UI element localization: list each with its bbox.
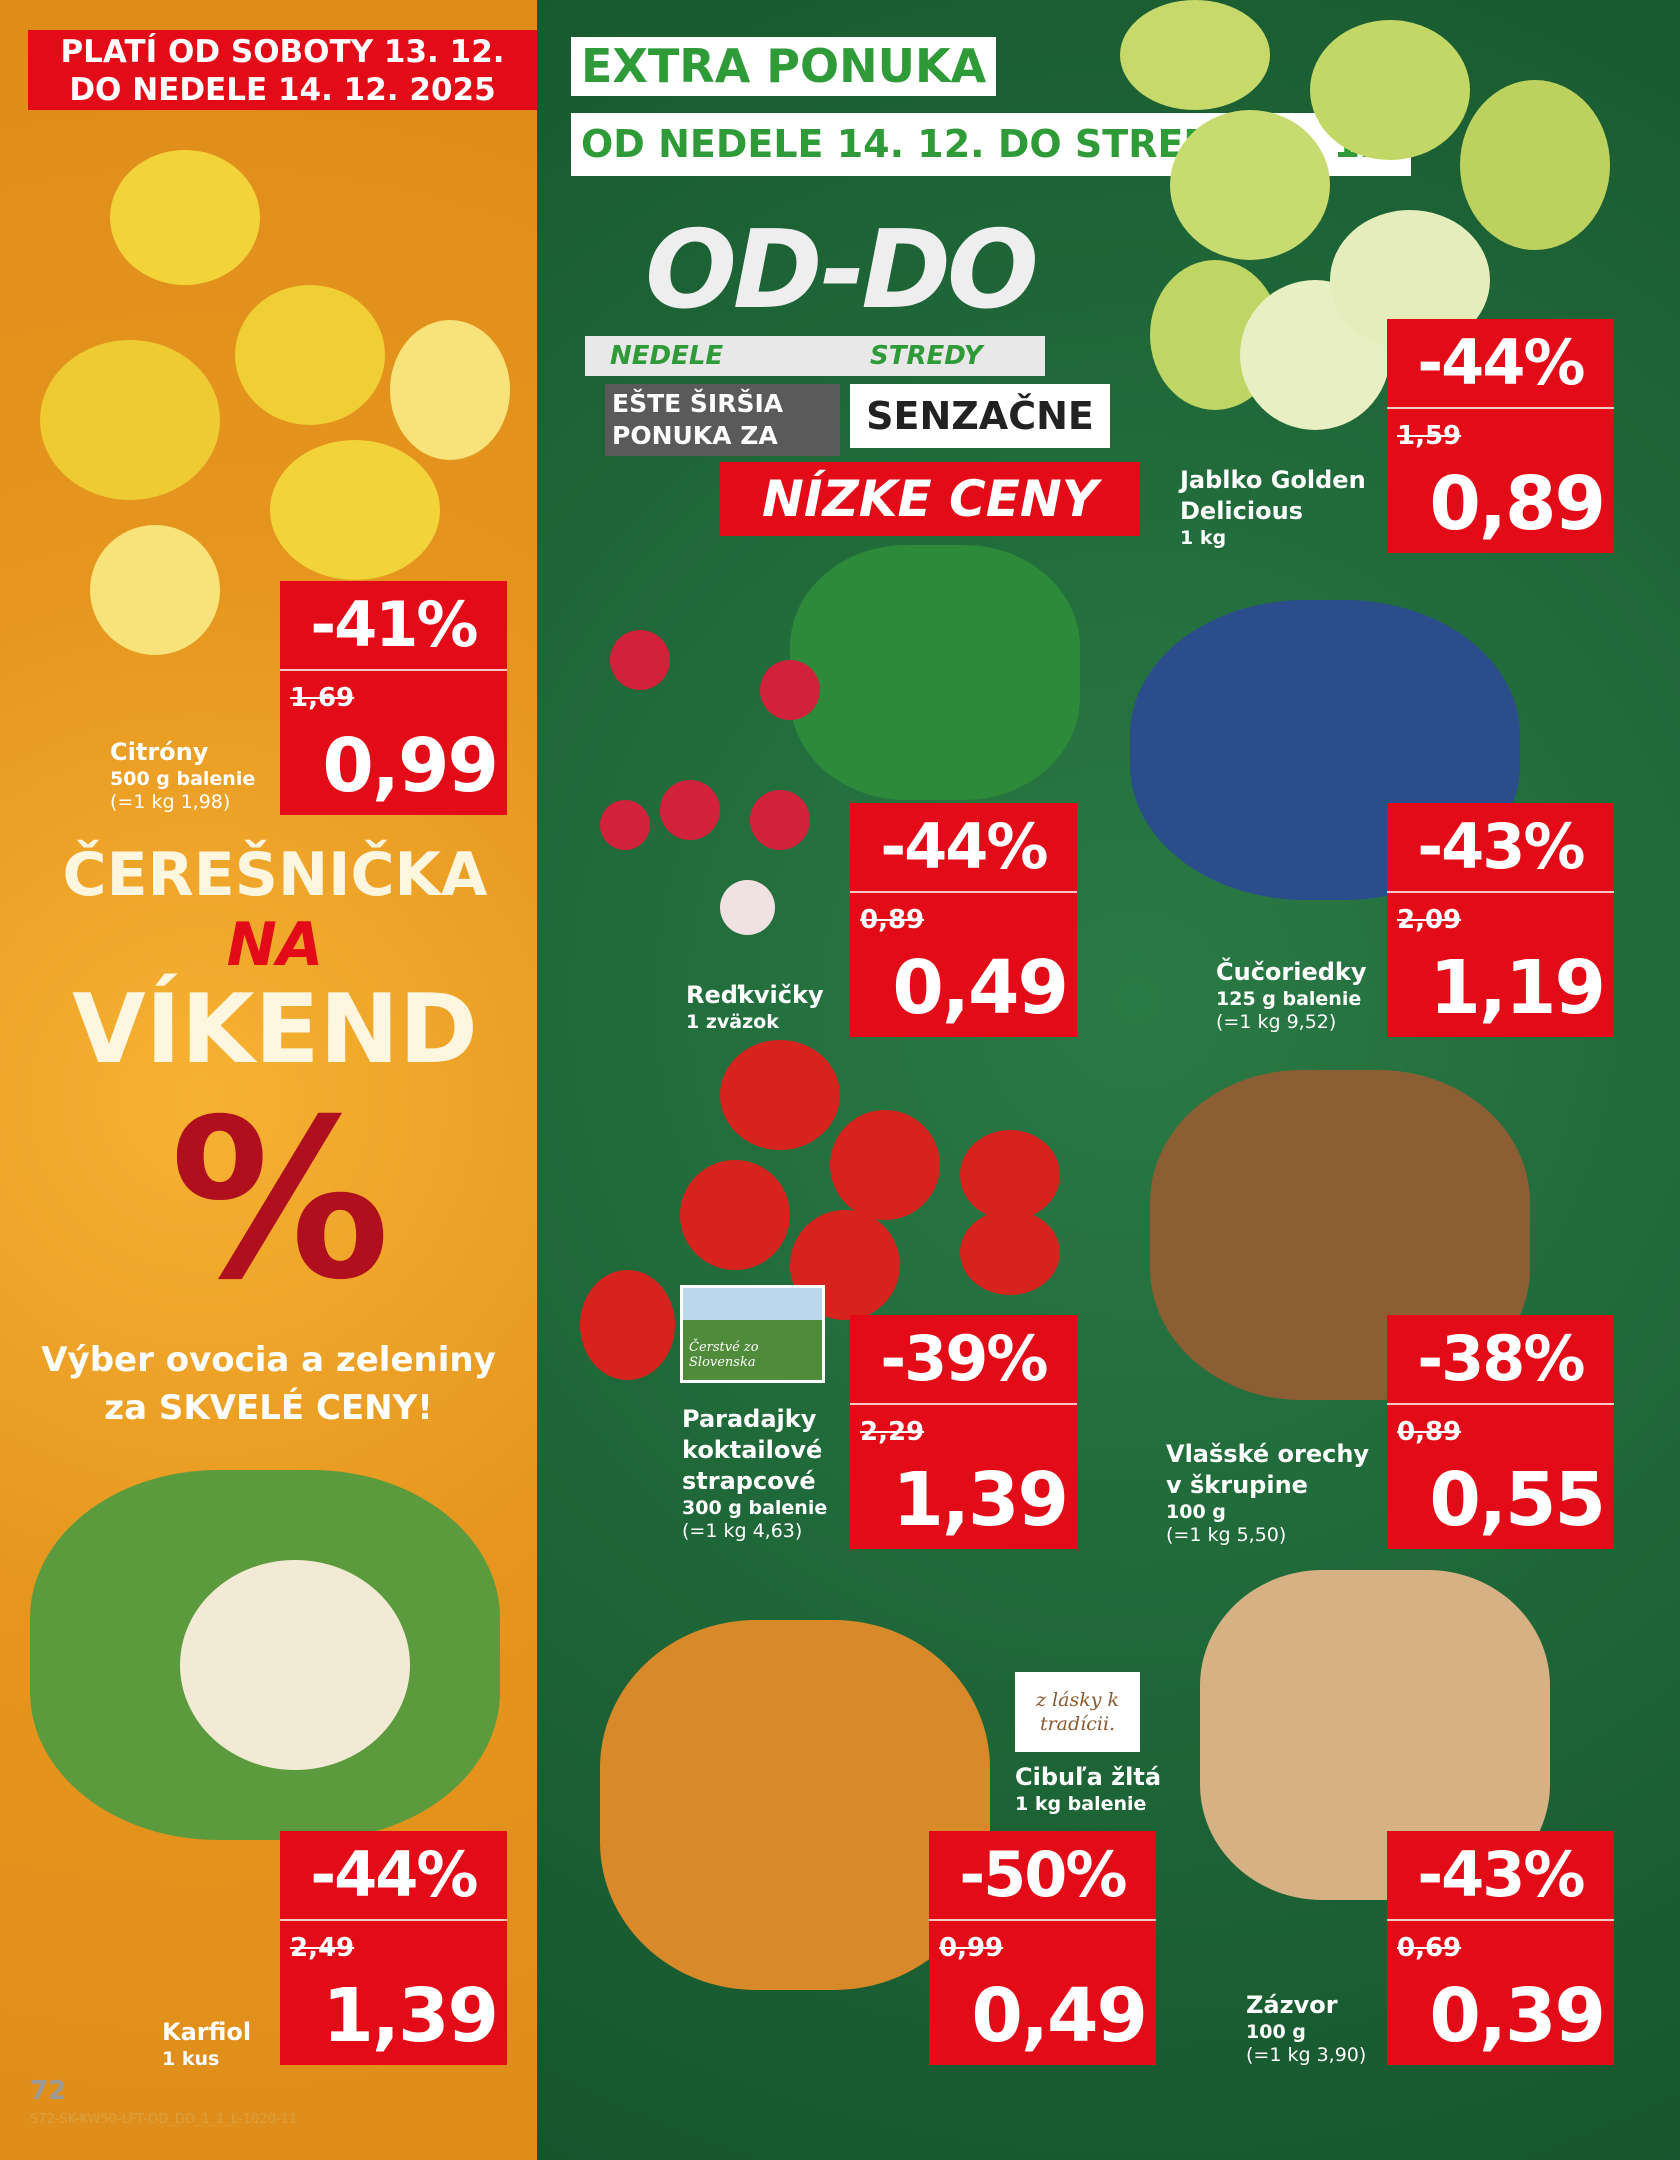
new-price: 0,55: [1429, 1457, 1606, 1543]
divider: [280, 1919, 507, 1925]
new-price: 1,39: [322, 1973, 499, 2059]
old-price: 0,89: [1397, 1417, 1462, 1447]
discount-badge: -44%: [850, 803, 1077, 891]
fresh-slovakia-badge: Čerstvé zo Slovenska: [680, 1285, 825, 1383]
page-number: 72: [30, 2076, 67, 2106]
price-box: -41% 1,69 0,99: [280, 581, 507, 815]
discount-badge: -44%: [280, 1831, 507, 1919]
price-box: -44% 1,59 0,89: [1387, 319, 1614, 553]
product-label: Zázvor 100 g (=1 kg 3,90): [1246, 1991, 1367, 2066]
old-price: 1,69: [290, 683, 355, 713]
validity-line: DO NEDELE 14. 12. 2025: [69, 72, 496, 108]
divider: [850, 1403, 1077, 1409]
price-panel: 1,59 0,89: [1387, 413, 1614, 553]
logo-title: OD-DO: [645, 208, 1039, 333]
new-price: 0,39: [1429, 1973, 1606, 2059]
price-panel: 0,89 0,55: [1387, 1409, 1614, 1549]
price-box: -38% 0,89 0,55: [1387, 1315, 1614, 1549]
divider: [1387, 1403, 1614, 1409]
new-price: 1,39: [892, 1457, 1069, 1543]
logo-nizke-ceny: NÍZKE CENY: [720, 462, 1140, 536]
discount-badge: -50%: [929, 1831, 1156, 1919]
new-price: 0,99: [322, 723, 499, 809]
promo-title: ČEREŠNIČKA NA VÍKEND: [62, 840, 488, 1085]
logo-to: STREDY: [870, 341, 983, 371]
price-panel: 1,69 0,99: [280, 675, 507, 815]
new-price: 0,49: [971, 1973, 1148, 2059]
discount-badge: -43%: [1387, 803, 1614, 891]
product-label: Karfiol 1 kus: [162, 2018, 252, 2070]
price-panel: 0,69 0,39: [1387, 1925, 1614, 2065]
divider: [929, 1919, 1156, 1925]
old-price: 2,09: [1397, 905, 1462, 935]
old-price: 0,99: [939, 1933, 1004, 1963]
new-price: 0,49: [892, 945, 1069, 1031]
product-label: Cibuľa žltá 1 kg balenie: [1015, 1763, 1162, 1815]
print-code: S72-SK-KW50-LFT-OD_DO_1_1_L-1020-11: [30, 2112, 298, 2127]
divider: [280, 669, 507, 675]
old-price: 0,69: [1397, 1933, 1462, 1963]
new-price: 1,19: [1429, 945, 1606, 1031]
discount-badge: -41%: [280, 581, 507, 669]
old-price: 0,89: [860, 905, 925, 935]
price-panel: 0,99 0,49: [929, 1925, 1156, 2065]
price-panel: 2,49 1,39: [280, 1925, 507, 2065]
divider: [1387, 1919, 1614, 1925]
old-price: 1,59: [1397, 421, 1462, 451]
promo-subtitle: Výber ovocia a zeleniny za SKVELÉ CENY!: [41, 1340, 496, 1428]
discount-badge: -43%: [1387, 1831, 1614, 1919]
divider: [850, 891, 1077, 897]
logo-date-band: [585, 336, 1045, 376]
logo-grey-box: [605, 384, 840, 456]
price-box: -43% 0,69 0,39: [1387, 1831, 1614, 2065]
product-label: Citróny 500 g balenie (=1 kg 1,98): [110, 738, 256, 813]
price-box: -50% 0,99 0,49: [929, 1831, 1156, 2065]
price-panel: 2,29 1,39: [850, 1409, 1077, 1549]
logo-from: NEDELE: [610, 341, 724, 371]
old-price: 2,29: [860, 1417, 925, 1447]
logo-senzacne: SENZAČNE: [850, 384, 1110, 448]
price-panel: 0,89 0,49: [850, 897, 1077, 1037]
discount-badge: -39%: [850, 1315, 1077, 1403]
price-box: -39% 2,29 1,39: [850, 1315, 1077, 1549]
tradition-badge: z lásky k tradícii.: [1015, 1672, 1140, 1752]
price-panel: 2,09 1,19: [1387, 897, 1614, 1037]
discount-badge: -44%: [1387, 319, 1614, 407]
new-price: 0,89: [1429, 461, 1606, 547]
extra-offer-title: EXTRA PONUKA: [571, 37, 997, 96]
product-label: Čučoriedky 125 g balenie (=1 kg 9,52): [1216, 958, 1367, 1033]
validity-banner: PLATÍ OD SOBOTY 13. 12. DO NEDELE 14. 12…: [28, 30, 537, 110]
price-box: -44% 2,49 1,39: [280, 1831, 507, 2065]
percent-cherry-icon: %: [169, 1072, 391, 1328]
divider: [1387, 407, 1614, 413]
discount-badge: -38%: [1387, 1315, 1614, 1403]
old-price: 2,49: [290, 1933, 355, 1963]
validity-line: PLATÍ OD SOBOTY 13. 12.: [60, 34, 505, 70]
price-box: -44% 0,89 0,49: [850, 803, 1077, 1037]
logo-subtitle: EŠTE ŠIRŠIA PONUKA ZA: [612, 389, 784, 450]
divider: [1387, 891, 1614, 897]
product-label: Vlašské orechy v škrupine 100 g (=1 kg 5,5…: [1166, 1440, 1370, 1546]
product-label: Jablko Golden Delicious 1 kg: [1180, 466, 1366, 549]
product-label: Reďkvičky 1 zväzok: [686, 981, 824, 1033]
price-box: -43% 2,09 1,19: [1387, 803, 1614, 1037]
product-label: Paradajky koktailové strapcové 300 g bale…: [682, 1405, 828, 1542]
